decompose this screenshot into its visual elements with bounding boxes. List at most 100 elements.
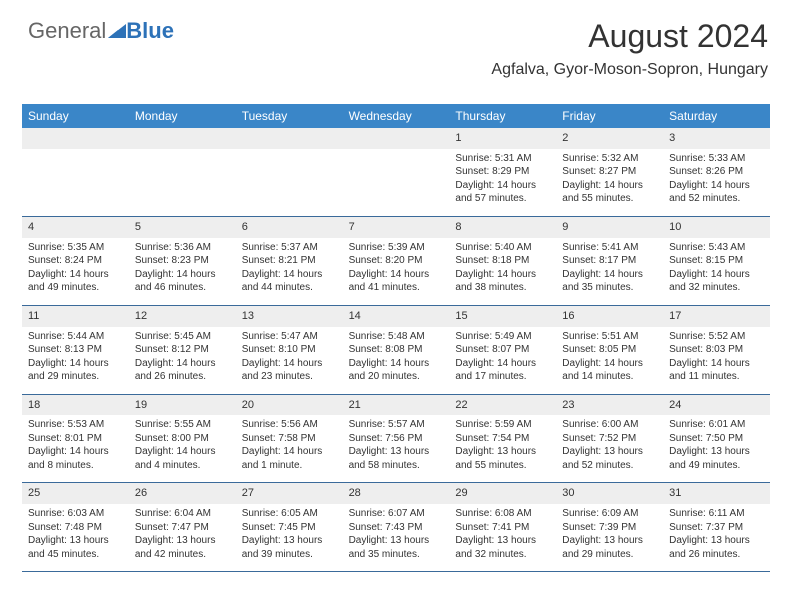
weekday-header: Wednesday: [343, 104, 450, 128]
day-number-empty: [343, 128, 450, 149]
day-number: 19: [129, 395, 236, 416]
daylight-text: Daylight: 14 hours and 8 minutes.: [28, 445, 123, 472]
day-info: Sunrise: 5:53 AMSunset: 8:01 PMDaylight:…: [22, 415, 129, 482]
daylight-text: Daylight: 13 hours and 55 minutes.: [455, 445, 550, 472]
sunrise-text: Sunrise: 5:31 AM: [455, 152, 550, 166]
sunset-text: Sunset: 8:13 PM: [28, 343, 123, 357]
day-info: Sunrise: 6:08 AMSunset: 7:41 PMDaylight:…: [449, 504, 556, 571]
day-number: 12: [129, 306, 236, 327]
daylight-text: Daylight: 14 hours and 49 minutes.: [28, 268, 123, 295]
sunrise-text: Sunrise: 5:40 AM: [455, 241, 550, 255]
sunset-text: Sunset: 7:50 PM: [669, 432, 764, 446]
day-number: 3: [663, 128, 770, 149]
sunset-text: Sunset: 8:05 PM: [562, 343, 657, 357]
weekday-header: Monday: [129, 104, 236, 128]
daylight-text: Daylight: 14 hours and 23 minutes.: [242, 357, 337, 384]
calendar-cell: 19Sunrise: 5:55 AMSunset: 8:00 PMDayligh…: [129, 395, 236, 483]
day-info: Sunrise: 6:11 AMSunset: 7:37 PMDaylight:…: [663, 504, 770, 571]
day-info: Sunrise: 6:01 AMSunset: 7:50 PMDaylight:…: [663, 415, 770, 482]
day-number: 9: [556, 217, 663, 238]
logo-text-blue: Blue: [106, 18, 174, 44]
calendar-cell: [129, 128, 236, 216]
day-number: 28: [343, 483, 450, 504]
day-number: 13: [236, 306, 343, 327]
daylight-text: Daylight: 14 hours and 35 minutes.: [562, 268, 657, 295]
daylight-text: Daylight: 14 hours and 41 minutes.: [349, 268, 444, 295]
calendar-cell: 11Sunrise: 5:44 AMSunset: 8:13 PMDayligh…: [22, 306, 129, 394]
day-info: Sunrise: 5:47 AMSunset: 8:10 PMDaylight:…: [236, 327, 343, 394]
day-number: 18: [22, 395, 129, 416]
calendar-cell: 2Sunrise: 5:32 AMSunset: 8:27 PMDaylight…: [556, 128, 663, 216]
daylight-text: Daylight: 14 hours and 1 minute.: [242, 445, 337, 472]
weekday-header: Tuesday: [236, 104, 343, 128]
day-number: 15: [449, 306, 556, 327]
daylight-text: Daylight: 14 hours and 38 minutes.: [455, 268, 550, 295]
day-number: 2: [556, 128, 663, 149]
day-number: 5: [129, 217, 236, 238]
daylight-text: Daylight: 13 hours and 35 minutes.: [349, 534, 444, 561]
daylight-text: Daylight: 13 hours and 29 minutes.: [562, 534, 657, 561]
sunrise-text: Sunrise: 5:55 AM: [135, 418, 230, 432]
day-number: 29: [449, 483, 556, 504]
day-number: 10: [663, 217, 770, 238]
sunrise-text: Sunrise: 5:36 AM: [135, 241, 230, 255]
day-info: Sunrise: 6:07 AMSunset: 7:43 PMDaylight:…: [343, 504, 450, 571]
logo-triangle-icon: [108, 24, 126, 38]
day-number: 7: [343, 217, 450, 238]
calendar-cell: 16 Sunrise: 5:51 AMSunset: 8:05 PMDayligh…: [556, 306, 663, 394]
sunrise-text: Sunrise: 5:57 AM: [349, 418, 444, 432]
calendar-cell: 12Sunrise: 5:45 AMSunset: 8:12 PMDayligh…: [129, 306, 236, 394]
calendar-cell: [22, 128, 129, 216]
sunrise-text: Sunrise: 5:48 AM: [349, 330, 444, 344]
sunrise-text: Sunrise: 6:07 AM: [349, 507, 444, 521]
sunset-text: Sunset: 8:15 PM: [669, 254, 764, 268]
sunrise-text: Sunrise: 6:01 AM: [669, 418, 764, 432]
calendar: SundayMondayTuesdayWednesdayThursdayFrid…: [22, 104, 770, 572]
day-number: 26: [129, 483, 236, 504]
sunset-text: Sunset: 7:39 PM: [562, 521, 657, 535]
sunset-text: Sunset: 8:21 PM: [242, 254, 337, 268]
sunset-text: Sunset: 8:23 PM: [135, 254, 230, 268]
sunrise-text: Sunrise: 5:37 AM: [242, 241, 337, 255]
day-number: 4: [22, 217, 129, 238]
daylight-text: Daylight: 14 hours and 14 minutes.: [562, 357, 657, 384]
sunset-text: Sunset: 7:37 PM: [669, 521, 764, 535]
day-number: 22: [449, 395, 556, 416]
day-info: Sunrise: 5:39 AMSunset: 8:20 PMDaylight:…: [343, 238, 450, 305]
day-info: Sunrise: 6:09 AMSunset: 7:39 PMDaylight:…: [556, 504, 663, 571]
weekday-header: Friday: [556, 104, 663, 128]
daylight-text: Daylight: 13 hours and 49 minutes.: [669, 445, 764, 472]
sunrise-text: Sunrise: 5:56 AM: [242, 418, 337, 432]
day-info: Sunrise: 5:37 AMSunset: 8:21 PMDaylight:…: [236, 238, 343, 305]
sunrise-text: Sunrise: 5:51 AM: [562, 330, 657, 344]
daylight-text: Daylight: 13 hours and 42 minutes.: [135, 534, 230, 561]
page-title: August 2024: [491, 18, 768, 55]
day-number: 14: [343, 306, 450, 327]
day-number: 25: [22, 483, 129, 504]
weekday-header-row: SundayMondayTuesdayWednesdayThursdayFrid…: [22, 104, 770, 128]
sunset-text: Sunset: 7:48 PM: [28, 521, 123, 535]
daylight-text: Daylight: 14 hours and 57 minutes.: [455, 179, 550, 206]
sunrise-text: Sunrise: 5:45 AM: [135, 330, 230, 344]
calendar-cell: [343, 128, 450, 216]
sunset-text: Sunset: 7:47 PM: [135, 521, 230, 535]
day-number: 16: [556, 306, 663, 327]
sunset-text: Sunset: 8:27 PM: [562, 165, 657, 179]
calendar-row: 18Sunrise: 5:53 AMSunset: 8:01 PMDayligh…: [22, 395, 770, 484]
sunset-text: Sunset: 8:10 PM: [242, 343, 337, 357]
calendar-cell: 15Sunrise: 5:49 AMSunset: 8:07 PMDayligh…: [449, 306, 556, 394]
sunrise-text: Sunrise: 6:04 AM: [135, 507, 230, 521]
weekday-header: Thursday: [449, 104, 556, 128]
calendar-cell: 6Sunrise: 5:37 AMSunset: 8:21 PMDaylight…: [236, 217, 343, 305]
calendar-cell: 17Sunrise: 5:52 AMSunset: 8:03 PMDayligh…: [663, 306, 770, 394]
daylight-text: Daylight: 14 hours and 46 minutes.: [135, 268, 230, 295]
calendar-row: 25Sunrise: 6:03 AMSunset: 7:48 PMDayligh…: [22, 483, 770, 572]
day-number-empty: [129, 128, 236, 149]
daylight-text: Daylight: 14 hours and 4 minutes.: [135, 445, 230, 472]
daylight-text: Daylight: 14 hours and 11 minutes.: [669, 357, 764, 384]
sunset-text: Sunset: 8:01 PM: [28, 432, 123, 446]
sunrise-text: Sunrise: 5:47 AM: [242, 330, 337, 344]
calendar-cell: 1Sunrise: 5:31 AMSunset: 8:29 PMDaylight…: [449, 128, 556, 216]
calendar-cell: 28Sunrise: 6:07 AMSunset: 7:43 PMDayligh…: [343, 483, 450, 571]
sunrise-text: Sunrise: 5:43 AM: [669, 241, 764, 255]
